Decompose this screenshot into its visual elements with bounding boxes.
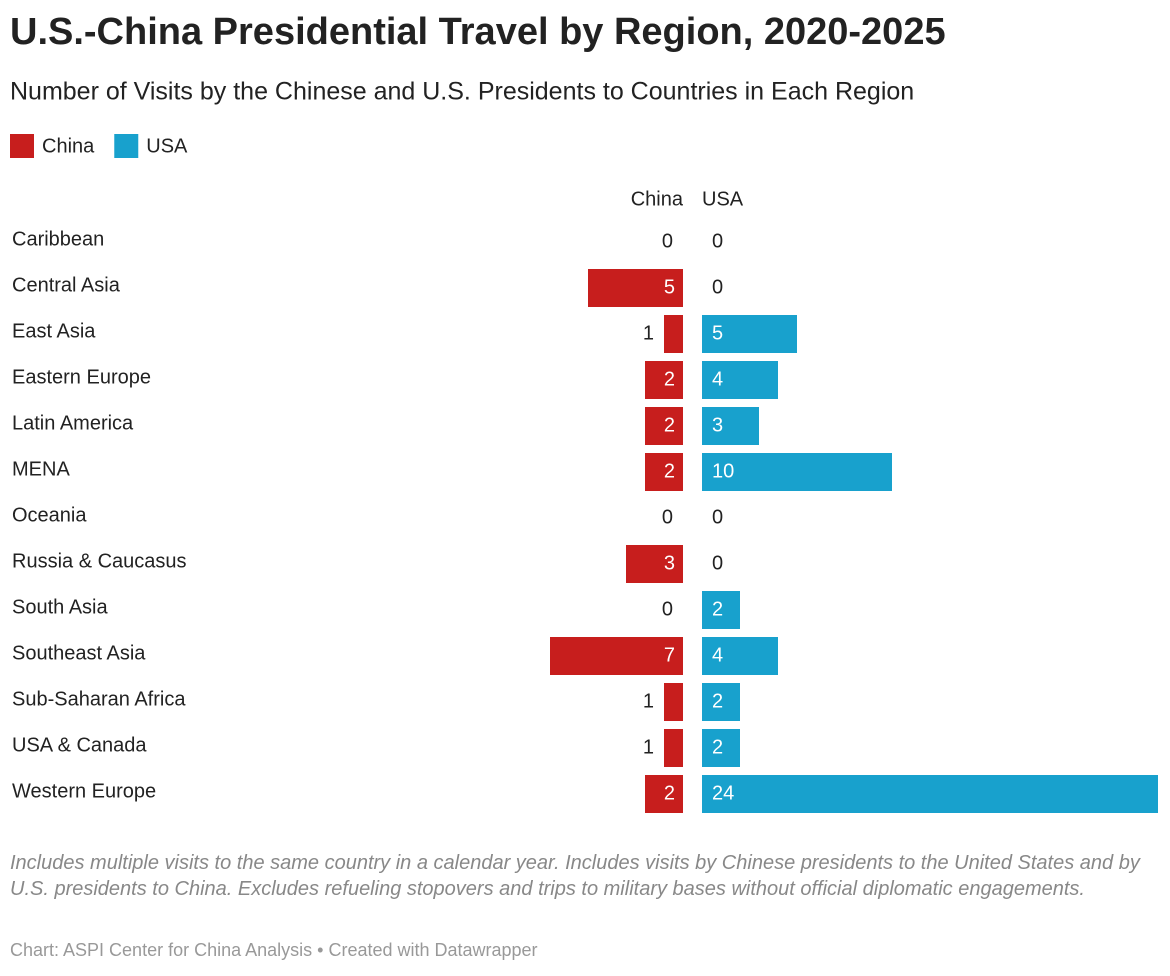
category-label: Eastern Europe: [12, 366, 151, 388]
bar: [550, 637, 683, 675]
value-label: 0: [662, 506, 673, 528]
source: Chart: ASPI Center for China Analysis • …: [10, 940, 538, 960]
value-label: 7: [664, 644, 675, 666]
value-label: 1: [643, 690, 654, 712]
value-label: 2: [664, 414, 675, 436]
legend-swatch: [114, 134, 139, 158]
legend-swatch: [10, 134, 34, 158]
value-label: 10: [712, 460, 734, 482]
category-label: USA & Canada: [12, 734, 147, 756]
category-label: Caribbean: [12, 228, 104, 250]
value-label: 0: [712, 506, 723, 528]
legend-label: China: [42, 135, 95, 157]
value-label: 5: [664, 276, 675, 298]
value-label: 2: [664, 368, 675, 390]
value-label: 0: [712, 552, 723, 574]
bar: [645, 361, 683, 399]
chart-title: U.S.-China Presidential Travel by Region…: [10, 11, 946, 53]
value-label: 3: [664, 552, 675, 574]
bar: [702, 775, 1158, 813]
value-label: 0: [712, 276, 723, 298]
value-label: 2: [664, 460, 675, 482]
notes: Includes multiple visits to the same cou…: [10, 852, 1140, 900]
bar: [702, 683, 740, 721]
bar: [702, 591, 740, 629]
bar: [664, 315, 683, 353]
value-label: 2: [712, 690, 723, 712]
value-label: 0: [662, 598, 673, 620]
value-label: 4: [712, 644, 723, 666]
category-label: Oceania: [12, 504, 87, 526]
value-label: 5: [712, 322, 723, 344]
legend-label: USA: [146, 135, 188, 157]
category-label: East Asia: [12, 320, 96, 342]
bar: [702, 315, 797, 353]
bar: [645, 407, 683, 445]
category-label: Russia & Caucasus: [12, 550, 187, 572]
value-label: 1: [643, 736, 654, 758]
bar: [588, 269, 683, 307]
category-label: Southeast Asia: [12, 642, 146, 664]
value-label: 2: [712, 736, 723, 758]
bar: [664, 729, 683, 767]
category-label: Latin America: [12, 412, 134, 434]
category-label: Western Europe: [12, 780, 156, 802]
bar: [702, 407, 759, 445]
category-label: Central Asia: [12, 274, 121, 296]
category-label: Sub-Saharan Africa: [12, 688, 186, 710]
category-label: MENA: [12, 458, 70, 480]
value-label: 2: [712, 598, 723, 620]
bar: [626, 545, 683, 583]
category-label: South Asia: [12, 596, 109, 618]
value-label: 0: [662, 230, 673, 252]
bar: [702, 453, 892, 491]
value-label: 2: [664, 782, 675, 804]
bar: [702, 729, 740, 767]
value-label: 0: [712, 230, 723, 252]
bar: [645, 775, 683, 813]
bar: [664, 683, 683, 721]
chart-subtitle: Number of Visits by the Chinese and U.S.…: [10, 78, 914, 106]
value-label: 4: [712, 368, 723, 390]
bar: [702, 361, 778, 399]
value-label: 24: [712, 782, 734, 804]
bar: [645, 453, 683, 491]
value-label: 1: [643, 322, 654, 344]
column-header: China: [631, 188, 684, 210]
value-label: 3: [712, 414, 723, 436]
column-header: USA: [702, 188, 744, 210]
bar: [702, 637, 778, 675]
